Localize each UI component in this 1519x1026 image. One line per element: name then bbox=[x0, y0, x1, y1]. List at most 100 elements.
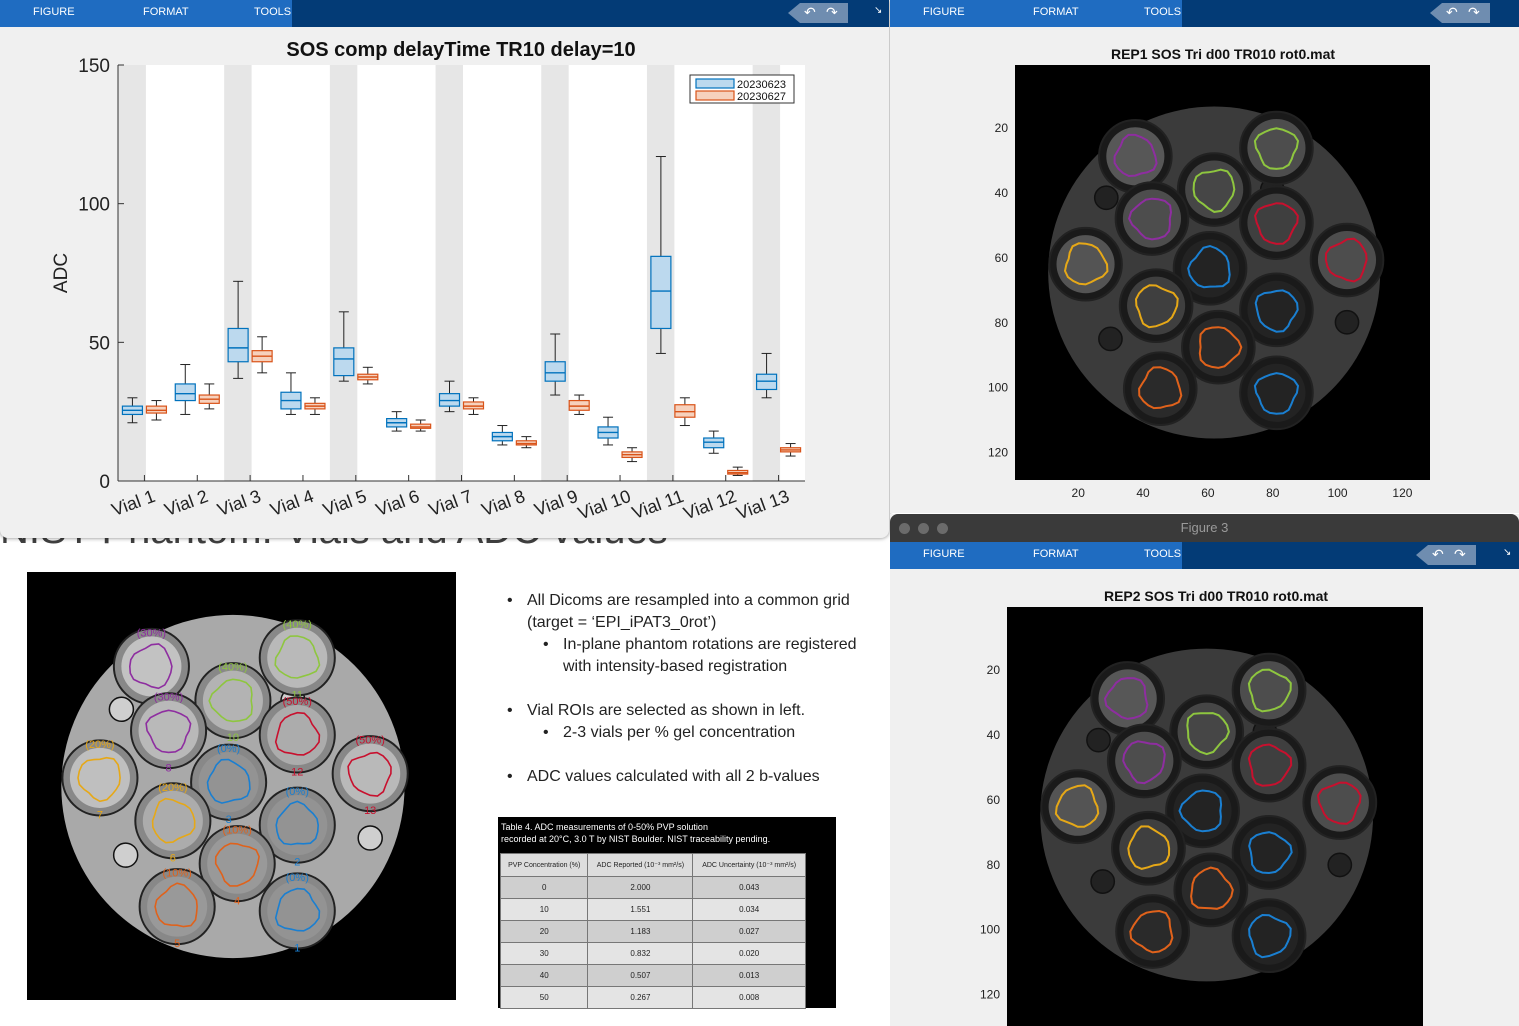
undo-icon[interactable]: ↶ bbox=[804, 4, 816, 20]
phantom-notch bbox=[400, 820, 452, 873]
phantom-notch bbox=[404, 709, 457, 761]
vial-roi bbox=[1253, 127, 1300, 170]
small-vial bbox=[1093, 185, 1119, 211]
vial-roi bbox=[151, 797, 196, 844]
small-vial bbox=[1086, 727, 1111, 753]
vial-roi bbox=[274, 711, 321, 756]
bullet-item: All Dicoms are resampled into a common g… bbox=[505, 590, 865, 634]
box-20230623 bbox=[174, 383, 196, 402]
tab-format[interactable]: FORMAT bbox=[1033, 548, 1079, 560]
box-20230623 bbox=[544, 361, 566, 382]
toolstrip-tabs: FIGURE FORMAT TOOLS bbox=[0, 0, 292, 27]
window-title: Figure 3 bbox=[1180, 520, 1229, 535]
close-dot-icon[interactable] bbox=[899, 523, 910, 534]
x-tick-label: Vial 5 bbox=[320, 486, 369, 520]
vial-percent-label: (0%) bbox=[217, 743, 240, 755]
vial-percent-label: (30%) bbox=[137, 627, 166, 639]
vial-roi bbox=[1186, 712, 1230, 756]
bullet-item: In-plane phantom rotations are registere… bbox=[505, 634, 865, 678]
vial-roi bbox=[1128, 197, 1173, 241]
y-tick-label: 60 bbox=[987, 793, 1001, 807]
box-20230623 bbox=[227, 327, 249, 363]
phantom-mri-svg: (30%)9(40%)11(40%)10(30%)8(50%)12(20%)7(… bbox=[27, 572, 457, 1001]
redo-icon[interactable]: ↷ bbox=[826, 4, 838, 20]
undo-icon[interactable]: ↶ bbox=[1432, 546, 1444, 562]
phantom-notch bbox=[1323, 636, 1374, 687]
x-tick-label: 100 bbox=[1328, 486, 1348, 500]
redo-icon[interactable]: ↷ bbox=[1454, 546, 1466, 562]
vial-roi bbox=[206, 758, 251, 804]
small-vial bbox=[1098, 326, 1123, 352]
vial-roi bbox=[1127, 825, 1171, 870]
category-band bbox=[224, 65, 252, 481]
table-cell: 30 bbox=[499, 942, 589, 965]
redo-icon[interactable]: ↷ bbox=[1468, 4, 1480, 20]
y-tick-label: 150 bbox=[78, 56, 110, 77]
category-band bbox=[435, 65, 463, 481]
vial-number-label: 8 bbox=[166, 762, 172, 774]
vial-roi bbox=[1063, 242, 1109, 286]
table-header: PVP Concentration (%) bbox=[499, 853, 589, 877]
toolstrip-tabs: FIGURE FORMAT TOOLS bbox=[890, 542, 1182, 569]
vial-percent-label: (20%) bbox=[85, 739, 114, 751]
vial-number-label: 3 bbox=[226, 814, 232, 826]
small-vial bbox=[1327, 852, 1353, 878]
vial-roi bbox=[154, 882, 198, 928]
tab-tools[interactable]: TOOLS bbox=[1144, 6, 1182, 18]
table-row: 40 0.507 0.013 bbox=[499, 964, 806, 987]
phantom-image bbox=[1007, 607, 1423, 1023]
x-tick-label: Vial 4 bbox=[267, 486, 316, 520]
table-cell: 10 bbox=[499, 898, 589, 921]
vial-core bbox=[1181, 860, 1240, 919]
vial-percent-label: (10%) bbox=[162, 868, 191, 880]
x-tick-label: Vial 3 bbox=[215, 486, 264, 520]
vial-roi bbox=[128, 643, 173, 690]
table-row: 0 2.000 0.043 bbox=[499, 876, 806, 899]
tab-tools[interactable]: TOOLS bbox=[254, 6, 292, 18]
phantom-notch bbox=[301, 945, 354, 997]
table-cell: 0 bbox=[499, 876, 589, 899]
vial-roi bbox=[1248, 913, 1292, 959]
tab-figure[interactable]: FIGURE bbox=[33, 6, 75, 18]
phantom-notch bbox=[1106, 426, 1157, 476]
legend-label: 20230623 bbox=[737, 79, 786, 91]
figure-window-boxplot: FIGURE FORMAT TOOLS ↶ ↷ ↘ SOS comp delay… bbox=[0, 0, 889, 538]
table-row: 10 1.551 0.034 bbox=[499, 898, 806, 921]
vial-core bbox=[1177, 702, 1236, 761]
category-band bbox=[329, 65, 358, 481]
tab-format[interactable]: FORMAT bbox=[1033, 6, 1079, 18]
x-tick-label: Vial 6 bbox=[373, 486, 422, 520]
tab-tools[interactable]: TOOLS bbox=[1144, 548, 1182, 560]
y-tick-label: 0 bbox=[99, 472, 110, 493]
tab-format[interactable]: FORMAT bbox=[143, 6, 189, 18]
small-vial bbox=[1090, 869, 1116, 894]
y-tick-label: 50 bbox=[89, 333, 110, 354]
table-cell: 0.832 bbox=[587, 942, 694, 965]
rep1-title: REP1 SOS Tri d00 TR010 rot0.mat bbox=[1111, 46, 1335, 62]
vial-number-label: 2 bbox=[294, 857, 300, 869]
bullet-item: ADC values calculated with all 2 b-value… bbox=[505, 766, 865, 788]
vial-roi bbox=[1316, 781, 1362, 825]
vial-core bbox=[147, 876, 208, 937]
y-tick-label: 100 bbox=[988, 381, 1008, 395]
undo-icon[interactable]: ↶ bbox=[1446, 4, 1458, 20]
category-band bbox=[541, 65, 569, 481]
vial-roi bbox=[1129, 909, 1174, 954]
vial-roi bbox=[1248, 831, 1293, 875]
figure-window-rep2: Figure 3 FIGURE FORMAT TOOLS ↶ ↷ ↘ REP2 … bbox=[890, 514, 1519, 1026]
tab-figure[interactable]: FIGURE bbox=[923, 6, 965, 18]
phantom-notch bbox=[1380, 197, 1430, 248]
vial-roi bbox=[1122, 740, 1166, 785]
collapse-icon[interactable]: ↘ bbox=[1503, 547, 1512, 558]
vial-roi bbox=[274, 887, 321, 932]
x-tick-label: 120 bbox=[1392, 486, 1412, 500]
y-axis-label: ADC bbox=[51, 253, 72, 293]
tab-figure[interactable]: FIGURE bbox=[923, 548, 965, 560]
x-tick-label: Vial 13 bbox=[734, 486, 792, 524]
zoom-dot-icon[interactable] bbox=[937, 523, 948, 534]
collapse-icon[interactable]: ↘ bbox=[874, 5, 883, 16]
phantom-image: (30%)9(40%)11(40%)10(30%)8(50%)12(20%)7(… bbox=[27, 572, 457, 1001]
minimize-dot-icon[interactable] bbox=[918, 523, 929, 534]
table-header-row: PVP Concentration (%) ADC Reported (10⁻³… bbox=[499, 853, 806, 877]
vial-core bbox=[267, 880, 328, 941]
